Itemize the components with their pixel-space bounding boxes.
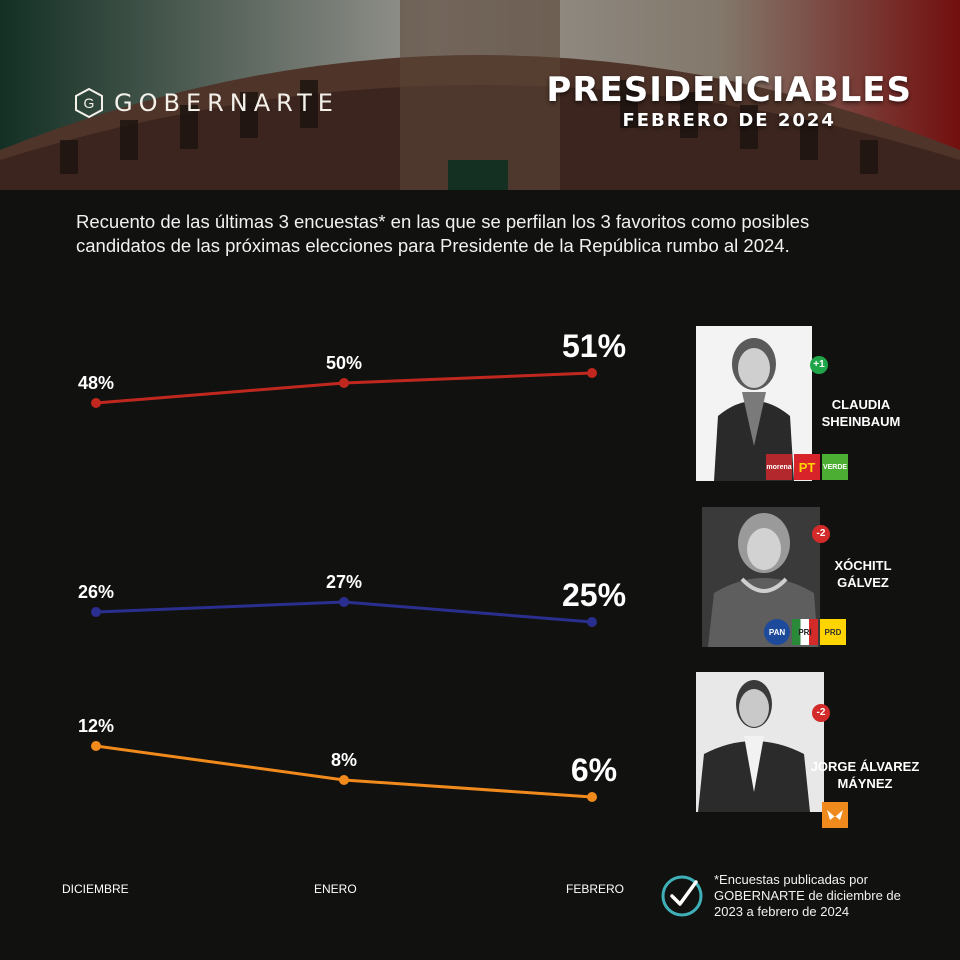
svg-text:G: G	[84, 95, 95, 111]
header-banner: G GOBERNARTE PRESIDENCIABLES FEBRERO DE …	[0, 0, 960, 190]
data-label: 50%	[326, 353, 362, 373]
name-line-2: GÁLVEZ	[837, 575, 889, 590]
gobernarte-logo-icon: G	[75, 88, 103, 118]
party-logo-pri: PRI	[792, 619, 818, 645]
candidate-name: CLAUDIA SHEINBAUM	[806, 396, 916, 430]
party-logos: PAN PRI PRD	[764, 619, 846, 645]
data-point	[339, 775, 349, 785]
mc-eagle-icon	[827, 810, 843, 820]
data-point	[587, 617, 597, 627]
candidate-photo	[702, 507, 820, 647]
data-label: 8%	[331, 750, 357, 770]
palace-facade-image	[0, 0, 960, 190]
data-point	[339, 597, 349, 607]
party-logo-mc	[822, 802, 848, 828]
change-badge: -2	[812, 525, 830, 543]
name-line-2: MÁYNEZ	[837, 776, 893, 791]
intro-text: Recuento de las últimas 3 encuestas* en …	[76, 211, 810, 256]
x-tick-label: FEBRERO	[566, 882, 625, 896]
data-point	[587, 368, 597, 378]
x-tick-label: ENERO	[314, 882, 357, 896]
party-logos	[822, 802, 848, 828]
data-point	[339, 378, 349, 388]
candidate-name: JORGE ÁLVAREZ MÁYNEZ	[796, 758, 934, 792]
data-point	[91, 741, 101, 751]
party-logo-prd: PRD	[820, 619, 846, 645]
name-line-1: JORGE ÁLVAREZ	[810, 759, 920, 774]
name-line-1: XÓCHITL	[834, 558, 892, 573]
party-logo-morena: morena	[766, 454, 792, 480]
data-label: 6%	[571, 752, 617, 788]
brand-logo: G GOBERNARTE	[74, 88, 339, 118]
name-line-1: CLAUDIA	[831, 397, 891, 412]
data-label: 48%	[78, 373, 114, 393]
party-logo-pan: PAN	[764, 619, 790, 645]
name-line-2: SHEINBAUM	[821, 414, 901, 429]
check-circle-icon	[661, 875, 703, 917]
data-point	[91, 398, 101, 408]
page-title: PRESIDENCIABLES	[546, 70, 912, 110]
change-badge: +1	[810, 356, 828, 374]
logo-text: GOBERNARTE	[114, 89, 339, 117]
data-label: 25%	[562, 577, 626, 613]
x-tick-label: DICIEMBRE	[62, 882, 129, 896]
change-badge: -2	[812, 704, 830, 722]
party-logo-verde: VERDE	[822, 454, 848, 480]
data-point	[587, 792, 597, 802]
data-point	[91, 607, 101, 617]
candidate-name: XÓCHITL GÁLVEZ	[808, 557, 918, 591]
title-block: PRESIDENCIABLES FEBRERO DE 2024	[546, 70, 912, 131]
line-chart: 48% 50% 51% 26% 27% 25% 12% 8% 6%	[78, 328, 626, 802]
page-subtitle: FEBRERO DE 2024	[622, 110, 836, 131]
candidate-photo	[696, 672, 824, 812]
footnote: *Encuestas publicadas por GOBERNARTE de …	[714, 872, 901, 919]
data-label: 12%	[78, 716, 114, 736]
data-label: 27%	[326, 572, 362, 592]
party-logo-pt: PT	[794, 454, 820, 480]
data-label: 26%	[78, 582, 114, 602]
data-label: 51%	[562, 328, 626, 364]
party-logos: morena PT VERDE	[766, 454, 848, 480]
